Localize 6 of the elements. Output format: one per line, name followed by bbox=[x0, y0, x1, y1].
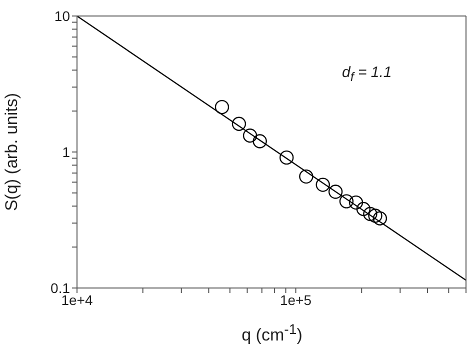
x-axis-title: q (cm$^{-1}$) bbox=[240, 322, 304, 346]
y-axis-title: S(q) (arb. units) bbox=[2, 92, 22, 212]
y-tick-label: 10 bbox=[54, 8, 70, 24]
x-tick-label: 1e+5 bbox=[280, 292, 312, 308]
annotation: d$_{f}$ = 1.1 bbox=[342, 64, 392, 84]
y-tick-label: 1 bbox=[62, 144, 70, 160]
